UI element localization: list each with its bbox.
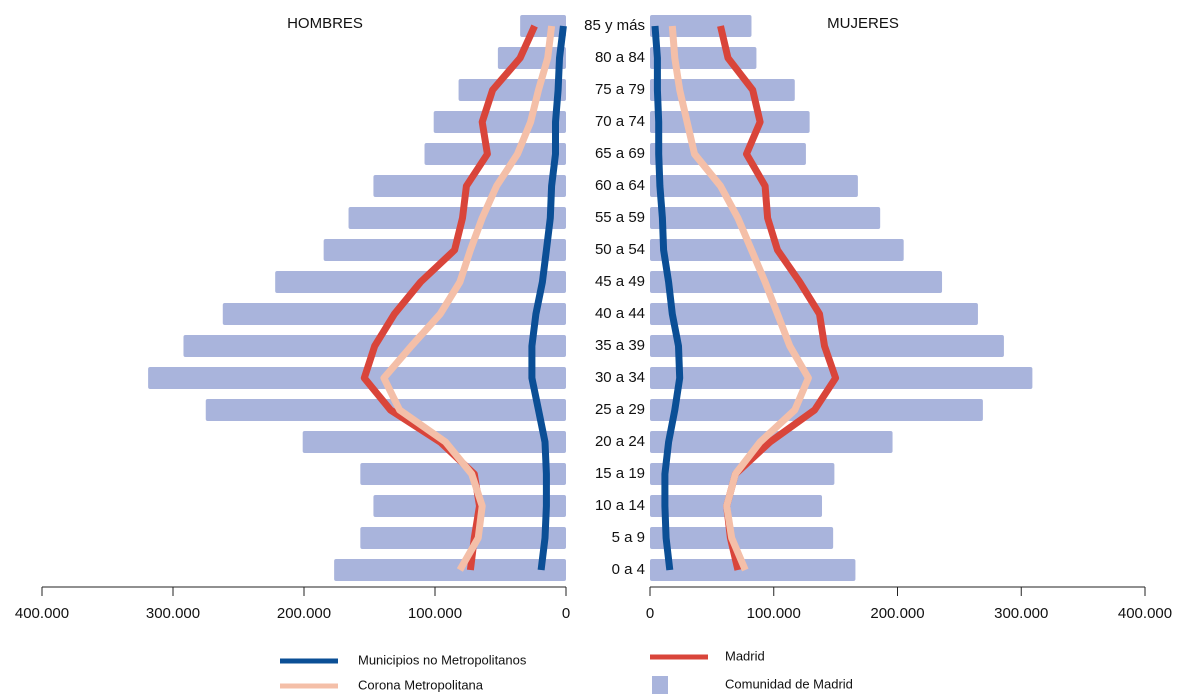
bar <box>334 559 566 581</box>
x-tick-label: 200.000 <box>870 605 924 622</box>
category-label: 25 a 29 <box>595 401 645 418</box>
category-label: 75 a 79 <box>595 81 645 98</box>
bar <box>205 399 566 421</box>
category-label: 45 a 49 <box>595 273 645 290</box>
category-label: 30 a 34 <box>595 369 645 386</box>
bar <box>650 79 795 101</box>
category-label: 70 a 74 <box>595 113 645 130</box>
x-tick-label: 100.000 <box>747 605 801 622</box>
x-tick-label: 400.000 <box>1118 605 1172 622</box>
side-title: HOMBRES <box>287 15 363 32</box>
line-series <box>651 25 684 571</box>
bar <box>424 143 566 165</box>
category-label: 60 a 64 <box>595 177 645 194</box>
category-label: 80 a 84 <box>595 49 645 66</box>
legend-label: Comunidad de Madrid <box>725 676 853 691</box>
category-label: 40 a 44 <box>595 305 645 322</box>
axes: 0 100.000 200.000 300.000 400.000 0 100.000 200… <box>15 586 1172 622</box>
category-label: 55 a 59 <box>595 209 645 226</box>
legend-label: Municipios no Metropolitanos <box>358 652 527 667</box>
line-series <box>528 25 567 571</box>
bar <box>360 463 566 485</box>
category-label: 35 a 39 <box>595 337 645 354</box>
legend-label: Madrid <box>725 648 765 663</box>
legend: Comunidad de Madrid Madrid Corona Metropol… <box>280 648 853 694</box>
bar <box>148 367 567 389</box>
bar <box>650 111 810 133</box>
x-tick-label: 100.000 <box>408 605 462 622</box>
bar <box>433 111 566 133</box>
bar <box>650 175 858 197</box>
bar <box>650 143 806 165</box>
category-label: 50 a 54 <box>595 241 645 258</box>
category-label: 0 a 4 <box>612 561 645 578</box>
bars <box>148 15 1033 581</box>
category-label: 10 a 14 <box>595 497 645 514</box>
x-tick-label: 0 <box>646 605 654 622</box>
bar <box>650 303 978 325</box>
category-label: 15 a 19 <box>595 465 645 482</box>
x-tick-label: 400.000 <box>15 605 69 622</box>
bar <box>650 527 834 549</box>
category-label: 85 y más <box>584 17 645 34</box>
category-label: 65 a 69 <box>595 145 645 162</box>
labels: 0 a 4 5 a 9 10 a 14 15 a 19 20 a 24 25 a 29 30… <box>584 17 645 578</box>
line-series <box>380 25 556 572</box>
bar <box>458 79 566 101</box>
bar <box>373 495 566 517</box>
legend-swatch <box>652 676 668 694</box>
bar <box>650 15 752 37</box>
x-tick-label: 300.000 <box>146 605 200 622</box>
bar <box>650 463 835 485</box>
x-tick-label: 200.000 <box>277 605 331 622</box>
x-tick-label: 0 <box>562 605 570 622</box>
x-tick-label: 300.000 <box>994 605 1048 622</box>
line-series <box>668 25 812 572</box>
bar <box>360 527 566 549</box>
category-label: 20 a 24 <box>595 433 645 450</box>
lines <box>360 24 840 572</box>
line-series <box>717 25 840 571</box>
category-label: 5 a 9 <box>612 529 645 546</box>
bar <box>348 207 566 229</box>
bar <box>650 367 1033 389</box>
legend-label: Corona Metropolitana <box>358 677 484 692</box>
bar <box>650 495 823 517</box>
bar <box>323 239 566 261</box>
bar <box>650 47 757 69</box>
bar <box>650 559 856 581</box>
side-title: MUJERES <box>827 15 899 32</box>
